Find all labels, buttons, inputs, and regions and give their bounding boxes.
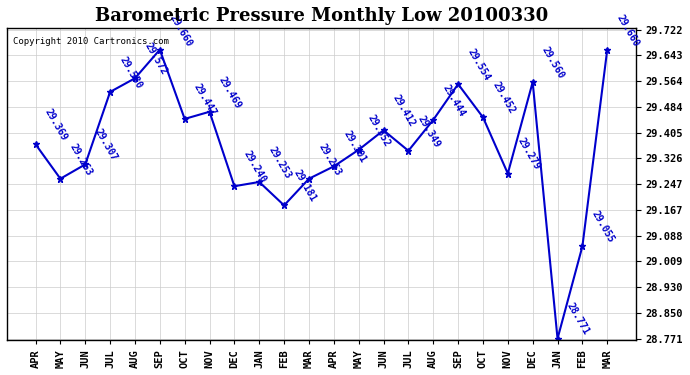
Text: 29.263: 29.263 bbox=[68, 142, 94, 177]
Title: Barometric Pressure Monthly Low 20100330: Barometric Pressure Monthly Low 20100330 bbox=[95, 7, 548, 25]
Text: 29.572: 29.572 bbox=[142, 41, 168, 76]
Text: 29.412: 29.412 bbox=[391, 93, 417, 129]
Text: 29.253: 29.253 bbox=[267, 145, 293, 180]
Text: 29.452: 29.452 bbox=[491, 80, 517, 116]
Text: Copyright 2010 Cartronics.com: Copyright 2010 Cartronics.com bbox=[13, 37, 169, 46]
Text: 29.369: 29.369 bbox=[43, 107, 69, 142]
Text: 29.447: 29.447 bbox=[192, 82, 219, 117]
Text: 29.181: 29.181 bbox=[292, 168, 318, 204]
Text: 29.660: 29.660 bbox=[615, 12, 641, 48]
Text: 29.307: 29.307 bbox=[92, 127, 119, 163]
Text: 29.560: 29.560 bbox=[540, 45, 566, 81]
Text: 29.554: 29.554 bbox=[466, 47, 492, 82]
Text: 29.469: 29.469 bbox=[217, 75, 244, 110]
Text: 29.055: 29.055 bbox=[590, 209, 616, 245]
Text: 29.279: 29.279 bbox=[515, 136, 542, 172]
Text: 29.263: 29.263 bbox=[317, 142, 343, 177]
Text: 29.349: 29.349 bbox=[416, 114, 442, 149]
Text: 29.444: 29.444 bbox=[441, 83, 467, 118]
Text: 29.352: 29.352 bbox=[366, 112, 393, 148]
Text: 29.240: 29.240 bbox=[242, 149, 268, 184]
Text: 29.530: 29.530 bbox=[117, 55, 144, 90]
Text: 28.771: 28.771 bbox=[565, 302, 591, 337]
Text: 29.660: 29.660 bbox=[167, 12, 194, 48]
Text: 29.301: 29.301 bbox=[342, 129, 368, 165]
